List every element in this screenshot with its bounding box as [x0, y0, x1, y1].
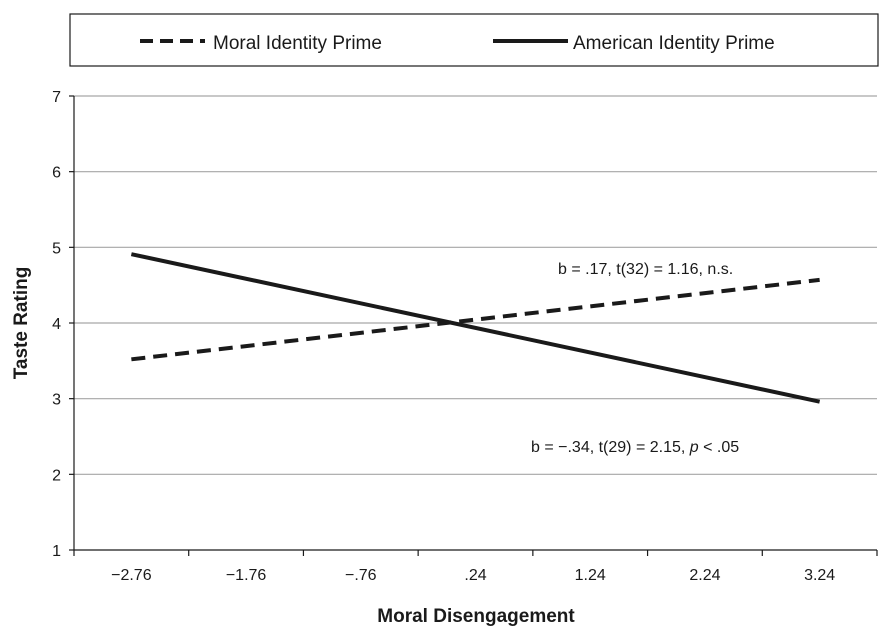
- y-tick-label-7: 7: [52, 89, 61, 106]
- axes: [69, 95, 878, 556]
- x-tick-label-6: 3.24: [804, 567, 835, 584]
- y-tick-label-4: 4: [52, 316, 61, 333]
- grid: [74, 95, 877, 475]
- annotation-moral-stats: b = .17, t(32) = 1.16, n.s.: [558, 261, 733, 278]
- y-tick-label-5: 5: [52, 240, 61, 257]
- x-tick-label-4: 1.24: [575, 567, 606, 584]
- x-axis-title: Moral Disengagement: [377, 606, 575, 627]
- x-tick-label-2: −.76: [345, 567, 377, 584]
- annotation-american-prefix: b = −.34, t(29) = 2.15,: [531, 439, 690, 456]
- annotation-american-p: p: [689, 439, 699, 456]
- y-tick-label-3: 3: [52, 392, 61, 409]
- y-axis-title: Taste Rating: [11, 267, 32, 380]
- legend: Moral Identity Prime American Identity P…: [69, 13, 879, 67]
- legend-label-moral: Moral Identity Prime: [213, 33, 382, 54]
- series-line-moral-identity-prime: [131, 277, 820, 362]
- y-tick-label-1: 1: [52, 543, 61, 560]
- x-tick-label-5: 2.24: [689, 567, 720, 584]
- annotation-american-suffix: < .05: [699, 439, 740, 456]
- annotation-american-stats: b = −.34, t(29) = 2.15, p < .05: [531, 439, 739, 456]
- series: [130, 252, 821, 404]
- x-tick-label-3: .24: [464, 567, 486, 584]
- x-tick-label-0: −2.76: [111, 567, 152, 584]
- y-tick-label-2: 2: [52, 467, 61, 484]
- series-line-american-identity-prime: [130, 252, 821, 404]
- x-tick-label-1: −1.76: [226, 567, 267, 584]
- legend-label-american: American Identity Prime: [573, 33, 775, 54]
- tick-labels: 1 2 3 4 5 6 7 −2.76 −1.76 −.76 .24 1.24 2.24 3.24: [52, 89, 835, 584]
- y-tick-label-6: 6: [52, 165, 61, 182]
